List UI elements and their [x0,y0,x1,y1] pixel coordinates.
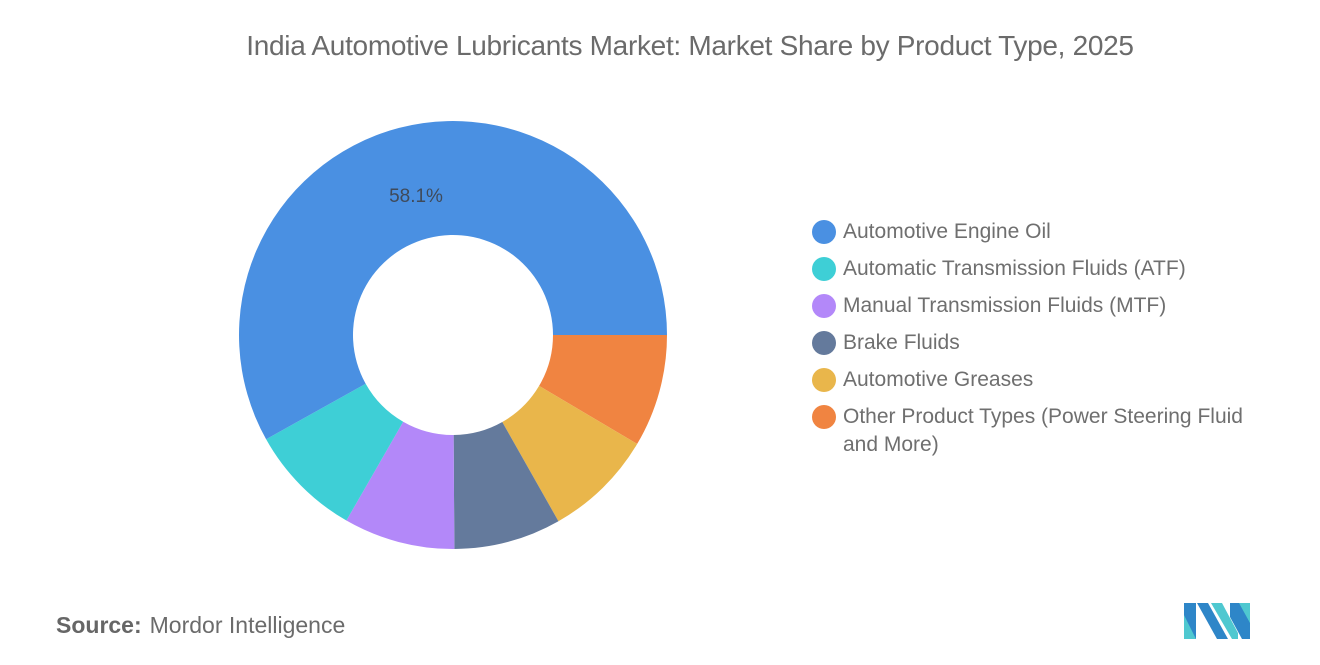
legend-label: Automotive Greases [843,368,1034,391]
slice-greases[interactable] [502,385,638,522]
slice-engine-oil[interactable] [238,120,667,440]
legend-item-mtf[interactable]: Manual Transmission Fluids (MTF) [812,292,1292,320]
source-value: Mordor Intelligence [149,612,346,638]
legend-item-other[interactable]: Other Product Types (Power Steering Flui… [812,403,1292,459]
slice-atf[interactable] [266,383,404,521]
legend-label: Automotive Engine Oil [843,220,1051,243]
legend-swatch-icon [812,405,836,429]
legend-item-greases[interactable]: Automotive Greases [812,366,1292,394]
slice-mtf[interactable] [346,421,455,549]
legend-label: Automatic Transmission Fluids (ATF) [843,257,1186,280]
slice-other[interactable] [539,335,667,444]
legend-swatch-icon [812,294,836,318]
legend-label: Other Product Types (Power Steering Flui… [843,405,1243,456]
legend-swatch-icon [812,257,836,281]
mordor-intelligence-logo-icon [1184,603,1250,639]
legend-swatch-icon [812,220,836,244]
legend-item-engine-oil[interactable]: Automotive Engine Oil [812,218,1292,246]
chart-title: India Automotive Lubricants Market: Mark… [246,30,1134,61]
donut-slices [238,120,667,549]
slice-brake-fluids[interactable] [453,422,559,549]
legend-label: Manual Transmission Fluids (MTF) [843,294,1167,317]
legend-swatch-icon [812,331,836,355]
legend: Automotive Engine Oil Automatic Transmis… [812,218,1292,468]
source-note: Source: Mordor Intelligence [56,612,345,639]
slice-label-engine-oil: 58.1% [389,186,443,207]
source-label: Source: [56,612,142,638]
legend-item-brake-fluids[interactable]: Brake Fluids [812,329,1292,357]
legend-swatch-icon [812,368,836,392]
legend-item-atf[interactable]: Automatic Transmission Fluids (ATF) [812,255,1292,283]
legend-label: Brake Fluids [843,331,960,354]
